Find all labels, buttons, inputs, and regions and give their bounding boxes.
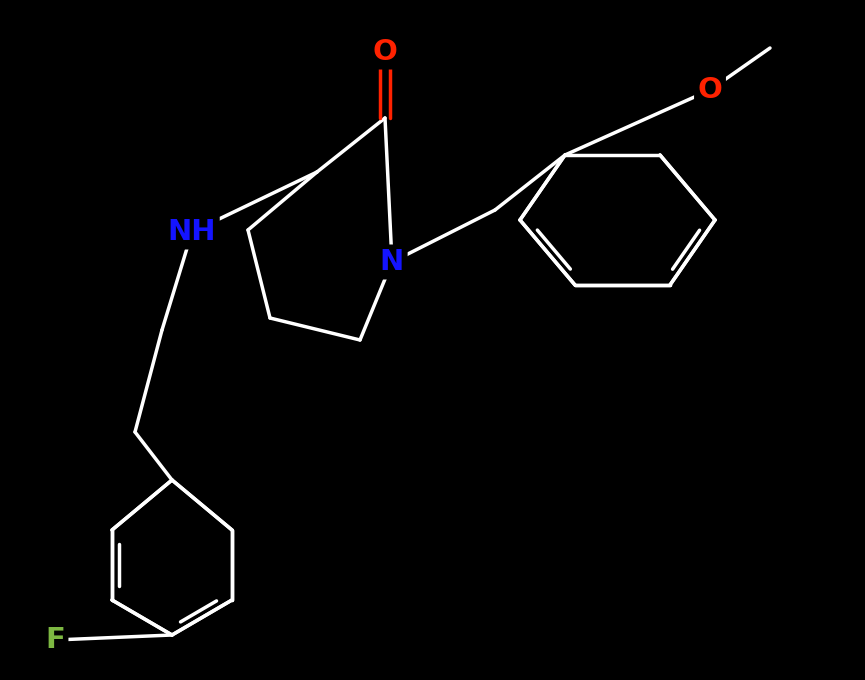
Text: F: F xyxy=(45,626,65,654)
Text: N: N xyxy=(380,248,404,276)
Text: NH: NH xyxy=(168,218,216,246)
Text: O: O xyxy=(697,76,722,104)
Text: O: O xyxy=(373,38,397,66)
